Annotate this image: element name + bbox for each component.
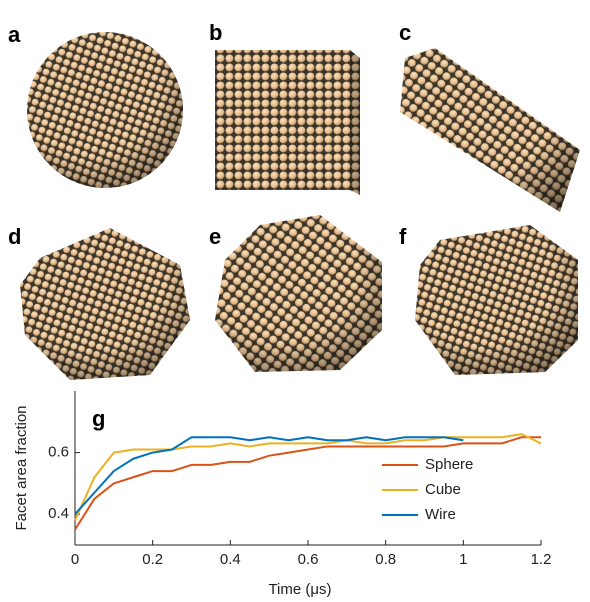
y-tick-label: 0.4 (48, 505, 69, 522)
panel-label: a (8, 22, 21, 47)
panel-label: f (399, 224, 407, 249)
particle-images (20, 32, 580, 380)
x-tick-label: 1.2 (531, 551, 552, 568)
x-tick-label: 1 (459, 551, 467, 568)
y-tick-label: 0.6 (48, 444, 69, 461)
shading (350, 50, 360, 195)
shading (215, 215, 382, 372)
legend-label: Wire (425, 506, 456, 523)
shading (400, 48, 580, 212)
legend-label: Cube (425, 481, 461, 498)
y-axis-label: Facet area fraction (13, 405, 30, 530)
series-line (75, 434, 541, 520)
panel-label: b (209, 20, 222, 45)
x-tick-label: 0.6 (298, 551, 319, 568)
x-tick-label: 0.8 (375, 551, 396, 568)
panel-label: g (92, 406, 105, 431)
panel-label: d (8, 224, 21, 249)
figure: a b c d e f g Time (μs) Facet area fract… (0, 0, 590, 602)
cube-particle (215, 50, 360, 195)
panel-label: e (209, 224, 221, 249)
x-tick-label: 0.4 (220, 551, 241, 568)
x-tick-label: 0 (71, 551, 79, 568)
x-axis-label: Time (μs) (268, 581, 331, 598)
x-tick-label: 0.2 (142, 551, 163, 568)
legend-label: Sphere (425, 456, 473, 473)
shading (20, 228, 190, 380)
shading (27, 32, 183, 188)
series-line (75, 437, 541, 529)
panel-label: c (399, 20, 411, 45)
shading (415, 225, 578, 375)
